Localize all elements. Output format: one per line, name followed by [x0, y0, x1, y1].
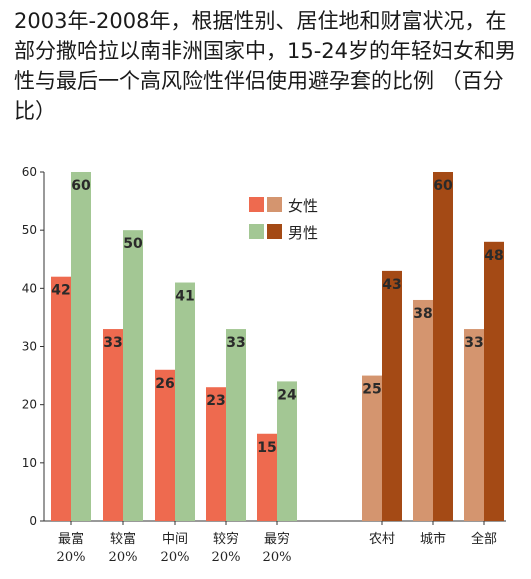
- y-tick-label: 60: [22, 165, 37, 179]
- bar-wealth-female: [155, 369, 175, 521]
- data-label: 15: [257, 440, 276, 456]
- x-tick-label: 农村: [369, 532, 395, 547]
- bar-residence-male: [382, 270, 402, 521]
- data-label: 42: [51, 283, 70, 299]
- bar-residence-male: [484, 241, 504, 522]
- value-labels: 42 60 33 50 26 41 23 33 15 24 25 43 38 60 33 48: [51, 178, 503, 456]
- bar-wealth-female: [51, 276, 71, 521]
- bar-wealth-male: [71, 172, 91, 521]
- data-label: 33: [103, 335, 122, 351]
- y-tick-label: 0: [29, 514, 37, 528]
- bar-wealth-male: [123, 230, 143, 521]
- data-label: 33: [226, 335, 245, 351]
- data-label: 48: [484, 248, 503, 264]
- bar-wealth-male: [175, 282, 195, 521]
- x-tick-label: 较富: [110, 531, 136, 547]
- x-tick-label: 较穷: [213, 531, 239, 547]
- x-tick-label: 最穷: [264, 531, 290, 547]
- x-tick-label: 20%: [161, 550, 190, 565]
- bar-wealth-male: [226, 329, 246, 521]
- bar-residence-female: [413, 299, 433, 521]
- category-labels: 最富 20% 较富 20% 中间 20% 较穷 20% 最穷 20% 农村 城市 全部: [57, 531, 497, 565]
- x-tick-label: 20%: [109, 550, 138, 565]
- data-label: 41: [175, 289, 194, 305]
- legend-swatch-female-wealth: [249, 197, 264, 212]
- data-label: 43: [382, 277, 401, 293]
- legend-swatch-male-residence: [267, 224, 282, 239]
- x-tick-label: 20%: [57, 550, 86, 565]
- bar-residence-female: [464, 329, 484, 521]
- y-tick-label: 50: [22, 223, 37, 237]
- x-tick-label: 20%: [263, 550, 292, 565]
- bar-wealth-female: [257, 433, 277, 521]
- x-tick-label: 城市: [420, 531, 446, 547]
- bar-wealth-female: [206, 387, 226, 521]
- legend: 女性 男性: [249, 197, 318, 242]
- bar-residence-female: [362, 375, 382, 521]
- bar-wealth-male: [277, 381, 297, 521]
- x-tick-label: 20%: [212, 550, 241, 565]
- bar-wealth-female: [103, 329, 123, 521]
- data-label: 60: [433, 178, 453, 194]
- y-tick-label: 40: [22, 281, 37, 295]
- legend-label-female: 女性: [288, 197, 318, 215]
- data-label: 25: [362, 382, 381, 398]
- y-tick-label: 10: [22, 456, 37, 470]
- bar-residence-male: [433, 172, 453, 521]
- y-tick-label: 20: [22, 398, 37, 412]
- x-tick-label: 中间: [162, 532, 188, 547]
- x-tick-label: 最富: [58, 531, 84, 547]
- y-tick-label: 30: [22, 340, 37, 354]
- data-label: 60: [71, 178, 91, 194]
- legend-swatch-female-residence: [267, 197, 282, 212]
- data-label: 24: [277, 387, 297, 403]
- data-label: 23: [206, 393, 225, 409]
- data-label: 50: [123, 236, 143, 252]
- data-label: 33: [464, 335, 483, 351]
- data-label: 26: [155, 376, 174, 392]
- x-tick-label: 全部: [471, 531, 497, 547]
- chart-title: 2003年-2008年，根据性别、居住地和财富状况，在部分撒哈拉以南非洲国家中，…: [14, 9, 517, 123]
- bars: [51, 172, 504, 522]
- data-label: 38: [413, 306, 432, 322]
- legend-label-male: 男性: [288, 224, 318, 242]
- legend-swatch-male-wealth: [249, 224, 264, 239]
